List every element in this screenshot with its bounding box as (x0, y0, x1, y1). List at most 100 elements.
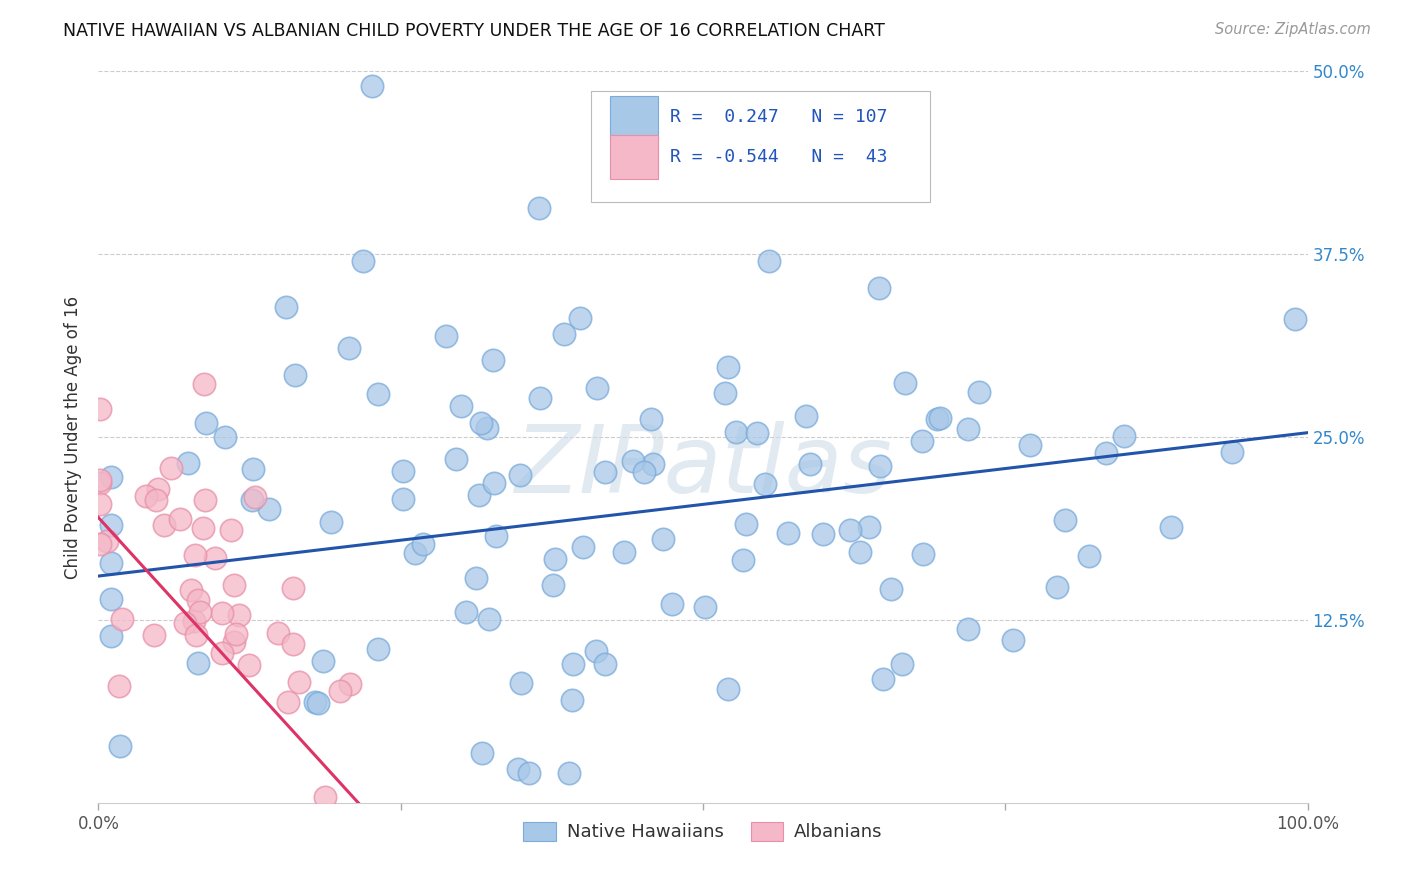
Text: R = -0.544   N =  43: R = -0.544 N = 43 (671, 148, 887, 166)
Point (352, 254, 374, 268)
Point (304, 695, 326, 709)
Point (283, 637, 305, 651)
Point (243, 490, 266, 504)
Point (1160, 519, 1182, 533)
Point (482, 353, 505, 368)
Point (717, 360, 740, 375)
Point (527, 201, 550, 215)
Point (281, 581, 304, 595)
Point (242, 462, 264, 476)
Point (1001, 633, 1024, 648)
Point (561, 693, 583, 707)
Point (509, 467, 531, 482)
Point (839, 523, 862, 537)
Point (811, 526, 834, 541)
Point (1018, 438, 1040, 452)
Point (224, 626, 246, 640)
FancyBboxPatch shape (610, 96, 658, 140)
Point (849, 545, 872, 559)
Point (186, 656, 208, 670)
Point (96, 534, 118, 549)
Point (640, 412, 662, 426)
Point (541, 578, 564, 592)
Point (135, 489, 157, 503)
Point (222, 578, 245, 592)
Point (891, 657, 914, 671)
Point (188, 606, 211, 620)
Point (561, 657, 583, 672)
Point (858, 519, 880, 533)
Point (643, 458, 665, 472)
Point (470, 416, 492, 430)
Point (307, 696, 329, 710)
Point (957, 421, 980, 435)
Point (240, 492, 263, 507)
Point (89, 473, 111, 487)
Point (714, 386, 737, 401)
Text: NATIVE HAWAIIAN VS ALBANIAN CHILD POVERTY UNDER THE AGE OF 16 CORRELATION CHART: NATIVE HAWAIIAN VS ALBANIAN CHILD POVERT… (63, 22, 886, 40)
Point (929, 411, 952, 425)
Point (967, 384, 990, 399)
FancyBboxPatch shape (591, 91, 931, 202)
Point (1284, 312, 1306, 326)
Point (169, 512, 191, 526)
Point (879, 582, 901, 596)
Point (142, 628, 165, 642)
Point (454, 605, 477, 619)
Point (329, 683, 352, 698)
Point (745, 426, 768, 441)
Point (465, 571, 488, 585)
Point (111, 612, 134, 626)
Y-axis label: Child Poverty Under the Age of 16: Child Poverty Under the Age of 16 (65, 295, 83, 579)
Point (107, 679, 129, 693)
Point (204, 550, 226, 565)
Point (1078, 549, 1101, 563)
Point (367, 387, 389, 401)
Point (222, 635, 245, 649)
Point (484, 529, 506, 543)
Point (214, 430, 236, 444)
Point (695, 599, 717, 614)
Point (404, 546, 426, 560)
Point (468, 488, 491, 502)
Point (412, 537, 434, 551)
FancyBboxPatch shape (610, 135, 658, 179)
Point (174, 616, 197, 631)
Point (211, 606, 233, 620)
Point (276, 300, 298, 314)
Point (228, 607, 250, 622)
Point (869, 459, 891, 474)
Point (339, 677, 361, 691)
Point (194, 492, 217, 507)
Point (312, 654, 335, 668)
Point (593, 657, 616, 672)
Point (633, 466, 655, 480)
Point (444, 452, 467, 467)
Point (100, 591, 122, 606)
Point (159, 461, 181, 475)
Point (510, 676, 533, 690)
Point (613, 544, 636, 558)
Point (799, 457, 821, 471)
Point (89, 476, 111, 491)
Point (544, 551, 567, 566)
Point (145, 492, 167, 507)
Point (1053, 513, 1076, 527)
Point (219, 523, 242, 537)
Point (391, 491, 413, 506)
Point (482, 475, 505, 490)
Point (956, 622, 979, 636)
Point (314, 789, 336, 804)
Point (776, 525, 799, 540)
Legend: Native Hawaiians, Albanians: Native Hawaiians, Albanians (516, 814, 890, 848)
Point (478, 611, 501, 625)
Point (872, 672, 894, 686)
Point (724, 425, 747, 439)
Point (211, 646, 233, 660)
Point (568, 311, 591, 326)
Point (288, 675, 311, 690)
Point (868, 281, 890, 295)
Point (267, 626, 290, 640)
Text: R =  0.247   N = 107: R = 0.247 N = 107 (671, 109, 887, 127)
Point (652, 532, 675, 546)
